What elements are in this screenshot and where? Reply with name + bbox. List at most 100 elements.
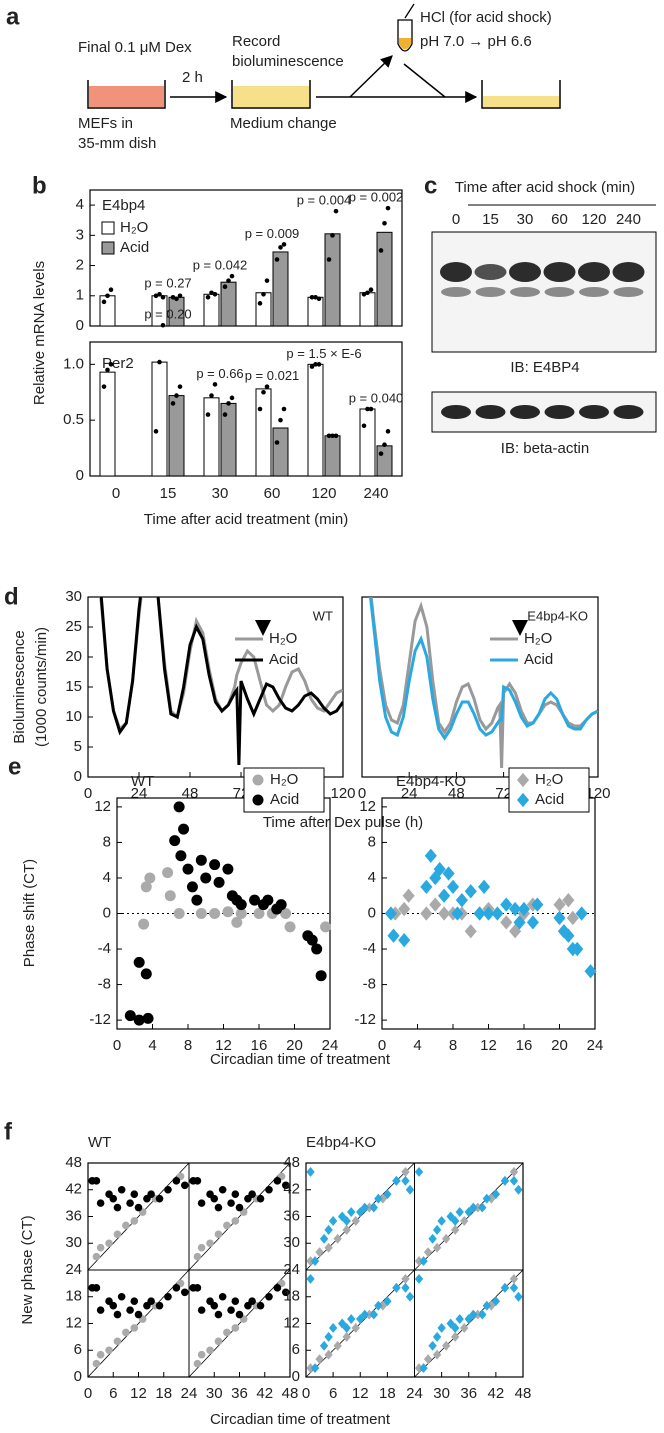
point xyxy=(248,1297,256,1306)
chart-title: WT xyxy=(88,1134,111,1151)
point xyxy=(164,890,176,902)
replicate-point xyxy=(326,433,332,439)
blot-label: IB: beta-actin xyxy=(501,440,589,457)
blot-band xyxy=(441,287,471,297)
point xyxy=(347,1314,356,1324)
point xyxy=(432,1349,442,1360)
point xyxy=(195,854,207,866)
x-tick-label: 30 xyxy=(433,1385,450,1402)
point xyxy=(164,1185,172,1194)
point xyxy=(197,1306,206,1314)
y-tick-label: 4 xyxy=(103,869,111,886)
replicate-point xyxy=(313,294,318,300)
point xyxy=(455,1207,464,1217)
y-tick-label: 0 xyxy=(103,904,111,921)
point xyxy=(248,1190,256,1199)
point xyxy=(491,1296,501,1307)
p-value: p = 0.20 xyxy=(144,307,191,322)
point xyxy=(451,1323,460,1333)
point xyxy=(473,1202,482,1213)
legend-swatch xyxy=(101,221,115,235)
replicate-point xyxy=(333,433,339,439)
point xyxy=(383,1189,392,1200)
x-tick-label: 12 xyxy=(215,1037,232,1054)
x-tick-label: 0 xyxy=(378,1037,386,1054)
replicate-point xyxy=(209,290,214,296)
blot-band xyxy=(440,262,472,282)
point xyxy=(438,888,451,903)
point xyxy=(315,970,327,982)
point xyxy=(197,1199,206,1207)
y-tick-label: 36 xyxy=(283,1207,300,1224)
x-tick-label: 120 xyxy=(330,785,355,802)
dish-medium xyxy=(483,96,559,107)
data-line xyxy=(99,597,343,766)
x-tick-label: 20 xyxy=(286,1037,303,1054)
identity-line xyxy=(188,1269,291,1378)
y-tick-label: 18 xyxy=(65,1288,82,1305)
replicate-point xyxy=(278,417,283,423)
dish-medium xyxy=(89,86,164,107)
point xyxy=(392,1175,401,1186)
replicate-point xyxy=(209,393,214,398)
blot-band xyxy=(579,287,609,297)
point xyxy=(253,908,265,919)
x-tick-label: 24 xyxy=(181,1385,198,1402)
x-tick-label: 24 xyxy=(406,1385,423,1402)
point xyxy=(509,1273,519,1284)
point xyxy=(92,1284,101,1292)
dish-medium xyxy=(233,86,309,107)
point xyxy=(575,906,588,921)
point xyxy=(138,918,150,930)
point xyxy=(441,1233,451,1244)
x-tick-label: 0 xyxy=(112,485,120,502)
y-tick-label: 20 xyxy=(65,648,82,665)
point xyxy=(133,956,145,968)
y-tick-label: 10 xyxy=(65,708,82,725)
bar xyxy=(307,296,324,327)
point xyxy=(402,888,415,903)
point xyxy=(324,1224,333,1235)
point xyxy=(429,897,442,912)
x-axis-label: Circadian time of treatment xyxy=(210,1411,391,1428)
replicate-point xyxy=(333,208,339,214)
dish-label: MEFs in xyxy=(78,115,133,132)
point xyxy=(173,908,185,919)
point xyxy=(281,1181,290,1190)
point xyxy=(113,1203,122,1212)
replicate-point xyxy=(205,412,211,417)
point xyxy=(249,894,261,906)
point xyxy=(437,1323,446,1333)
point xyxy=(306,1363,315,1374)
x-tick-label: 0 xyxy=(84,1385,92,1402)
point xyxy=(235,1310,244,1319)
x-tick-label: 12 xyxy=(352,1385,369,1402)
y-tick-label: 0 xyxy=(76,467,84,484)
y-tick-label: 25 xyxy=(65,618,82,635)
lane-label: 0 xyxy=(452,211,460,228)
panel-label: f xyxy=(4,1118,13,1145)
point xyxy=(319,1233,329,1244)
plot-frame xyxy=(89,189,403,327)
blot-band xyxy=(509,262,541,282)
panel-label: d xyxy=(4,583,19,610)
x-tick-label: 48 xyxy=(282,1385,299,1402)
replicate-point xyxy=(160,294,166,300)
panel-label: c xyxy=(424,172,437,199)
point xyxy=(130,1190,139,1199)
x-tick-label: 0 xyxy=(113,1037,121,1054)
y-tick-label: 4 xyxy=(76,196,84,213)
point xyxy=(231,916,243,928)
x-tick-label: 0 xyxy=(358,785,366,802)
point xyxy=(109,1194,118,1203)
point xyxy=(333,1233,342,1244)
plot-frame xyxy=(361,596,599,778)
point xyxy=(173,801,185,813)
y-tick-label: 1 xyxy=(76,287,84,304)
point xyxy=(186,881,198,893)
plot-frame xyxy=(87,596,344,778)
point xyxy=(398,901,411,917)
point xyxy=(117,1185,126,1194)
step-label: 2 h xyxy=(182,69,203,86)
